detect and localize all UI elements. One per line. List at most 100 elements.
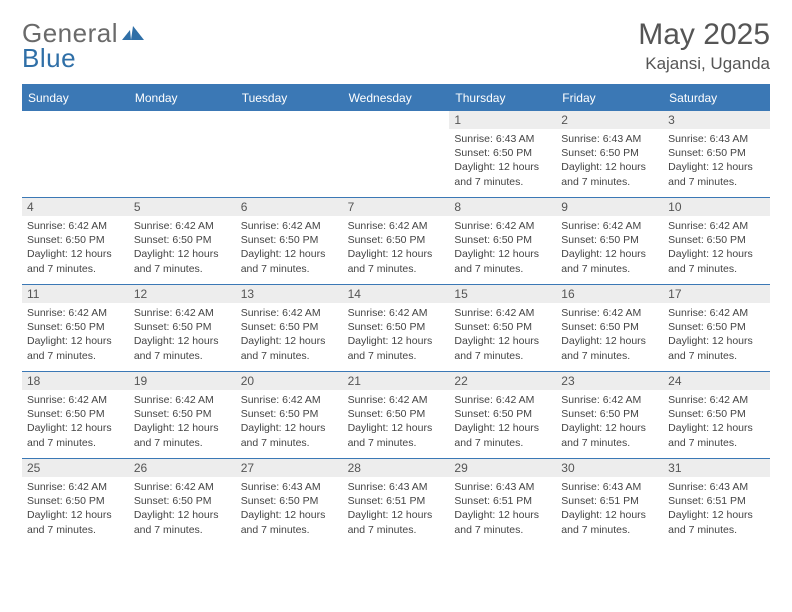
daylight-line: Daylight: 12 hours and 7 minutes. <box>561 334 658 362</box>
day-number: 10 <box>663 198 770 216</box>
daylight-line: Daylight: 12 hours and 7 minutes. <box>668 421 765 449</box>
calendar-cell <box>343 111 450 197</box>
day-number: 2 <box>556 111 663 129</box>
header: GeneralBlue May 2025 Kajansi, Uganda <box>22 18 770 74</box>
day-number: 5 <box>129 198 236 216</box>
sunrise-line: Sunrise: 6:43 AM <box>561 132 658 146</box>
day-number: 13 <box>236 285 343 303</box>
day-detail: Sunrise: 6:42 AMSunset: 6:50 PMDaylight:… <box>343 216 450 280</box>
sunset-line: Sunset: 6:50 PM <box>134 320 231 334</box>
daylight-line: Daylight: 12 hours and 7 minutes. <box>27 247 124 275</box>
calendar-cell: 3Sunrise: 6:43 AMSunset: 6:50 PMDaylight… <box>663 111 770 197</box>
day-detail: Sunrise: 6:42 AMSunset: 6:50 PMDaylight:… <box>129 216 236 280</box>
daylight-line: Daylight: 12 hours and 7 minutes. <box>241 421 338 449</box>
day-detail: Sunrise: 6:42 AMSunset: 6:50 PMDaylight:… <box>236 303 343 367</box>
day-number: 7 <box>343 198 450 216</box>
sunrise-line: Sunrise: 6:42 AM <box>241 219 338 233</box>
sunset-line: Sunset: 6:50 PM <box>668 407 765 421</box>
day-number: 23 <box>556 372 663 390</box>
daylight-line: Daylight: 12 hours and 7 minutes. <box>134 247 231 275</box>
dow-friday: Friday <box>556 86 663 110</box>
day-detail: Sunrise: 6:43 AMSunset: 6:51 PMDaylight:… <box>556 477 663 541</box>
day-number: 26 <box>129 459 236 477</box>
day-number: 15 <box>449 285 556 303</box>
daylight-line: Daylight: 12 hours and 7 minutes. <box>561 508 658 536</box>
day-detail: Sunrise: 6:42 AMSunset: 6:50 PMDaylight:… <box>556 390 663 454</box>
day-number: 24 <box>663 372 770 390</box>
calendar-cell: 16Sunrise: 6:42 AMSunset: 6:50 PMDayligh… <box>556 285 663 371</box>
day-number: 18 <box>22 372 129 390</box>
sunrise-line: Sunrise: 6:42 AM <box>27 219 124 233</box>
calendar-cell: 25Sunrise: 6:42 AMSunset: 6:50 PMDayligh… <box>22 459 129 545</box>
dow-wednesday: Wednesday <box>343 86 450 110</box>
sunrise-line: Sunrise: 6:43 AM <box>668 480 765 494</box>
sunrise-line: Sunrise: 6:42 AM <box>27 393 124 407</box>
sunset-line: Sunset: 6:50 PM <box>454 233 551 247</box>
sunrise-line: Sunrise: 6:42 AM <box>454 219 551 233</box>
day-number: 1 <box>449 111 556 129</box>
location-label: Kajansi, Uganda <box>638 54 770 74</box>
day-detail: Sunrise: 6:43 AMSunset: 6:50 PMDaylight:… <box>449 129 556 193</box>
sunrise-line: Sunrise: 6:42 AM <box>561 219 658 233</box>
calendar-cell: 13Sunrise: 6:42 AMSunset: 6:50 PMDayligh… <box>236 285 343 371</box>
calendar-cell: 30Sunrise: 6:43 AMSunset: 6:51 PMDayligh… <box>556 459 663 545</box>
sunrise-line: Sunrise: 6:42 AM <box>134 306 231 320</box>
day-detail: Sunrise: 6:42 AMSunset: 6:50 PMDaylight:… <box>22 216 129 280</box>
sunset-line: Sunset: 6:50 PM <box>348 320 445 334</box>
calendar-cell: 6Sunrise: 6:42 AMSunset: 6:50 PMDaylight… <box>236 198 343 284</box>
day-number: 22 <box>449 372 556 390</box>
day-number: 4 <box>22 198 129 216</box>
daylight-line: Daylight: 12 hours and 7 minutes. <box>348 334 445 362</box>
day-detail: Sunrise: 6:42 AMSunset: 6:50 PMDaylight:… <box>129 303 236 367</box>
calendar-cell: 1Sunrise: 6:43 AMSunset: 6:50 PMDaylight… <box>449 111 556 197</box>
calendar-cell: 9Sunrise: 6:42 AMSunset: 6:50 PMDaylight… <box>556 198 663 284</box>
calendar-cell: 17Sunrise: 6:42 AMSunset: 6:50 PMDayligh… <box>663 285 770 371</box>
day-detail: Sunrise: 6:42 AMSunset: 6:50 PMDaylight:… <box>22 390 129 454</box>
calendar-cell: 22Sunrise: 6:42 AMSunset: 6:50 PMDayligh… <box>449 372 556 458</box>
dow-row: Sunday Monday Tuesday Wednesday Thursday… <box>22 86 770 110</box>
calendar-cell: 19Sunrise: 6:42 AMSunset: 6:50 PMDayligh… <box>129 372 236 458</box>
day-number: 8 <box>449 198 556 216</box>
daylight-line: Daylight: 12 hours and 7 minutes. <box>561 160 658 188</box>
day-detail: Sunrise: 6:42 AMSunset: 6:50 PMDaylight:… <box>129 477 236 541</box>
calendar-cell: 14Sunrise: 6:42 AMSunset: 6:50 PMDayligh… <box>343 285 450 371</box>
daylight-line: Daylight: 12 hours and 7 minutes. <box>134 508 231 536</box>
calendar-cell: 31Sunrise: 6:43 AMSunset: 6:51 PMDayligh… <box>663 459 770 545</box>
day-detail: Sunrise: 6:43 AMSunset: 6:50 PMDaylight:… <box>236 477 343 541</box>
calendar-cell: 29Sunrise: 6:43 AMSunset: 6:51 PMDayligh… <box>449 459 556 545</box>
day-detail: Sunrise: 6:42 AMSunset: 6:50 PMDaylight:… <box>663 303 770 367</box>
day-number: 3 <box>663 111 770 129</box>
sunrise-line: Sunrise: 6:43 AM <box>454 480 551 494</box>
calendar-cell: 28Sunrise: 6:43 AMSunset: 6:51 PMDayligh… <box>343 459 450 545</box>
day-number: 14 <box>343 285 450 303</box>
calendar-cell: 20Sunrise: 6:42 AMSunset: 6:50 PMDayligh… <box>236 372 343 458</box>
daylight-line: Daylight: 12 hours and 7 minutes. <box>454 160 551 188</box>
daylight-line: Daylight: 12 hours and 7 minutes. <box>454 421 551 449</box>
calendar-cell: 7Sunrise: 6:42 AMSunset: 6:50 PMDaylight… <box>343 198 450 284</box>
daylight-line: Daylight: 12 hours and 7 minutes. <box>27 334 124 362</box>
sunrise-line: Sunrise: 6:42 AM <box>134 219 231 233</box>
daylight-line: Daylight: 12 hours and 7 minutes. <box>348 247 445 275</box>
logo: GeneralBlue <box>22 18 144 74</box>
calendar-cell: 23Sunrise: 6:42 AMSunset: 6:50 PMDayligh… <box>556 372 663 458</box>
day-number: 16 <box>556 285 663 303</box>
week-row: 1Sunrise: 6:43 AMSunset: 6:50 PMDaylight… <box>22 110 770 197</box>
daylight-line: Daylight: 12 hours and 7 minutes. <box>241 508 338 536</box>
calendar-cell: 11Sunrise: 6:42 AMSunset: 6:50 PMDayligh… <box>22 285 129 371</box>
dow-thursday: Thursday <box>449 86 556 110</box>
day-detail: Sunrise: 6:42 AMSunset: 6:50 PMDaylight:… <box>449 216 556 280</box>
sunrise-line: Sunrise: 6:42 AM <box>241 393 338 407</box>
sunset-line: Sunset: 6:50 PM <box>454 407 551 421</box>
sunset-line: Sunset: 6:51 PM <box>668 494 765 508</box>
sunset-line: Sunset: 6:50 PM <box>27 233 124 247</box>
day-number: 11 <box>22 285 129 303</box>
calendar-cell: 18Sunrise: 6:42 AMSunset: 6:50 PMDayligh… <box>22 372 129 458</box>
sunrise-line: Sunrise: 6:42 AM <box>241 306 338 320</box>
sunrise-line: Sunrise: 6:43 AM <box>348 480 445 494</box>
day-number: 6 <box>236 198 343 216</box>
sunset-line: Sunset: 6:50 PM <box>668 146 765 160</box>
day-detail: Sunrise: 6:43 AMSunset: 6:50 PMDaylight:… <box>663 129 770 193</box>
sunrise-line: Sunrise: 6:42 AM <box>27 306 124 320</box>
logo-mark-icon <box>122 16 144 47</box>
sunset-line: Sunset: 6:50 PM <box>561 407 658 421</box>
